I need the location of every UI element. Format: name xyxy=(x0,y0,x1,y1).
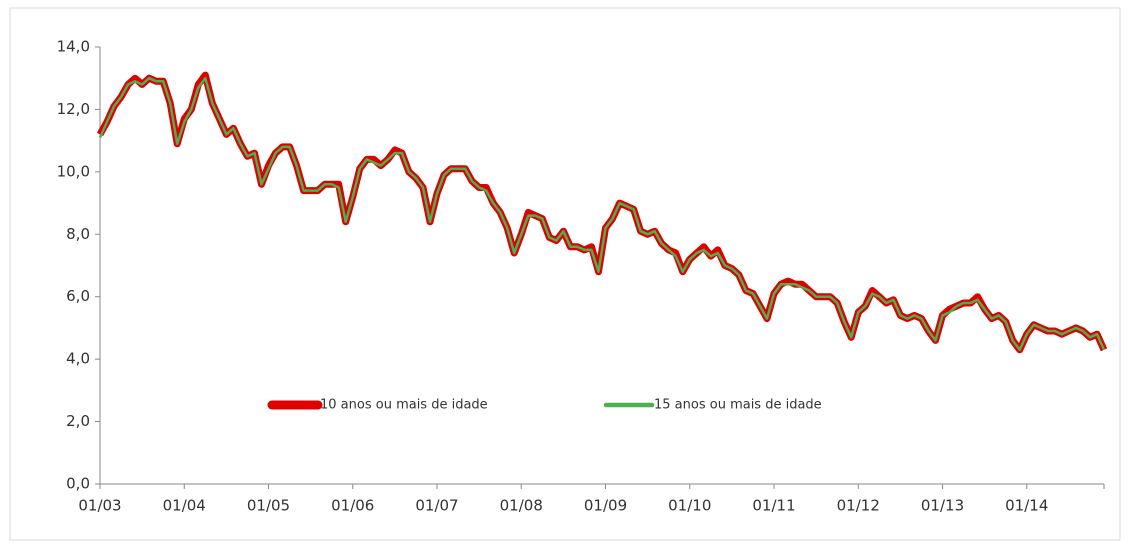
chart-frame xyxy=(9,7,1121,541)
x-tick-label: 01/10 xyxy=(668,497,711,515)
series-line xyxy=(98,76,1106,352)
y-tick-label: 10,0 xyxy=(57,162,90,180)
x-tick-label: 01/06 xyxy=(331,497,374,515)
x-tick-label: 01/12 xyxy=(837,497,880,515)
y-tick-label: 0,0 xyxy=(66,475,90,493)
y-tick-label: 12,0 xyxy=(57,100,90,118)
x-tick-label: 01/05 xyxy=(247,497,290,515)
x-tick-label: 01/11 xyxy=(752,497,795,515)
x-tick-label: 01/13 xyxy=(921,497,964,515)
x-tick-label: 01/14 xyxy=(1005,497,1048,515)
x-tick-label: 01/07 xyxy=(415,497,458,515)
x-tick-label: 01/08 xyxy=(500,497,543,515)
legend-label: 15 anos ou mais de idade xyxy=(654,398,822,413)
y-tick-label: 6,0 xyxy=(66,287,90,305)
y-tick-label: 14,0 xyxy=(57,38,90,56)
legend-label: 10 anos ou mais de idade xyxy=(320,398,488,413)
y-tick-label: 4,0 xyxy=(66,350,90,368)
x-tick-label: 01/03 xyxy=(78,497,121,515)
x-tick-label: 01/04 xyxy=(163,497,206,515)
y-tick-label: 2,0 xyxy=(66,412,90,430)
x-tick-label: 01/09 xyxy=(584,497,627,515)
y-tick-label: 8,0 xyxy=(66,225,90,243)
